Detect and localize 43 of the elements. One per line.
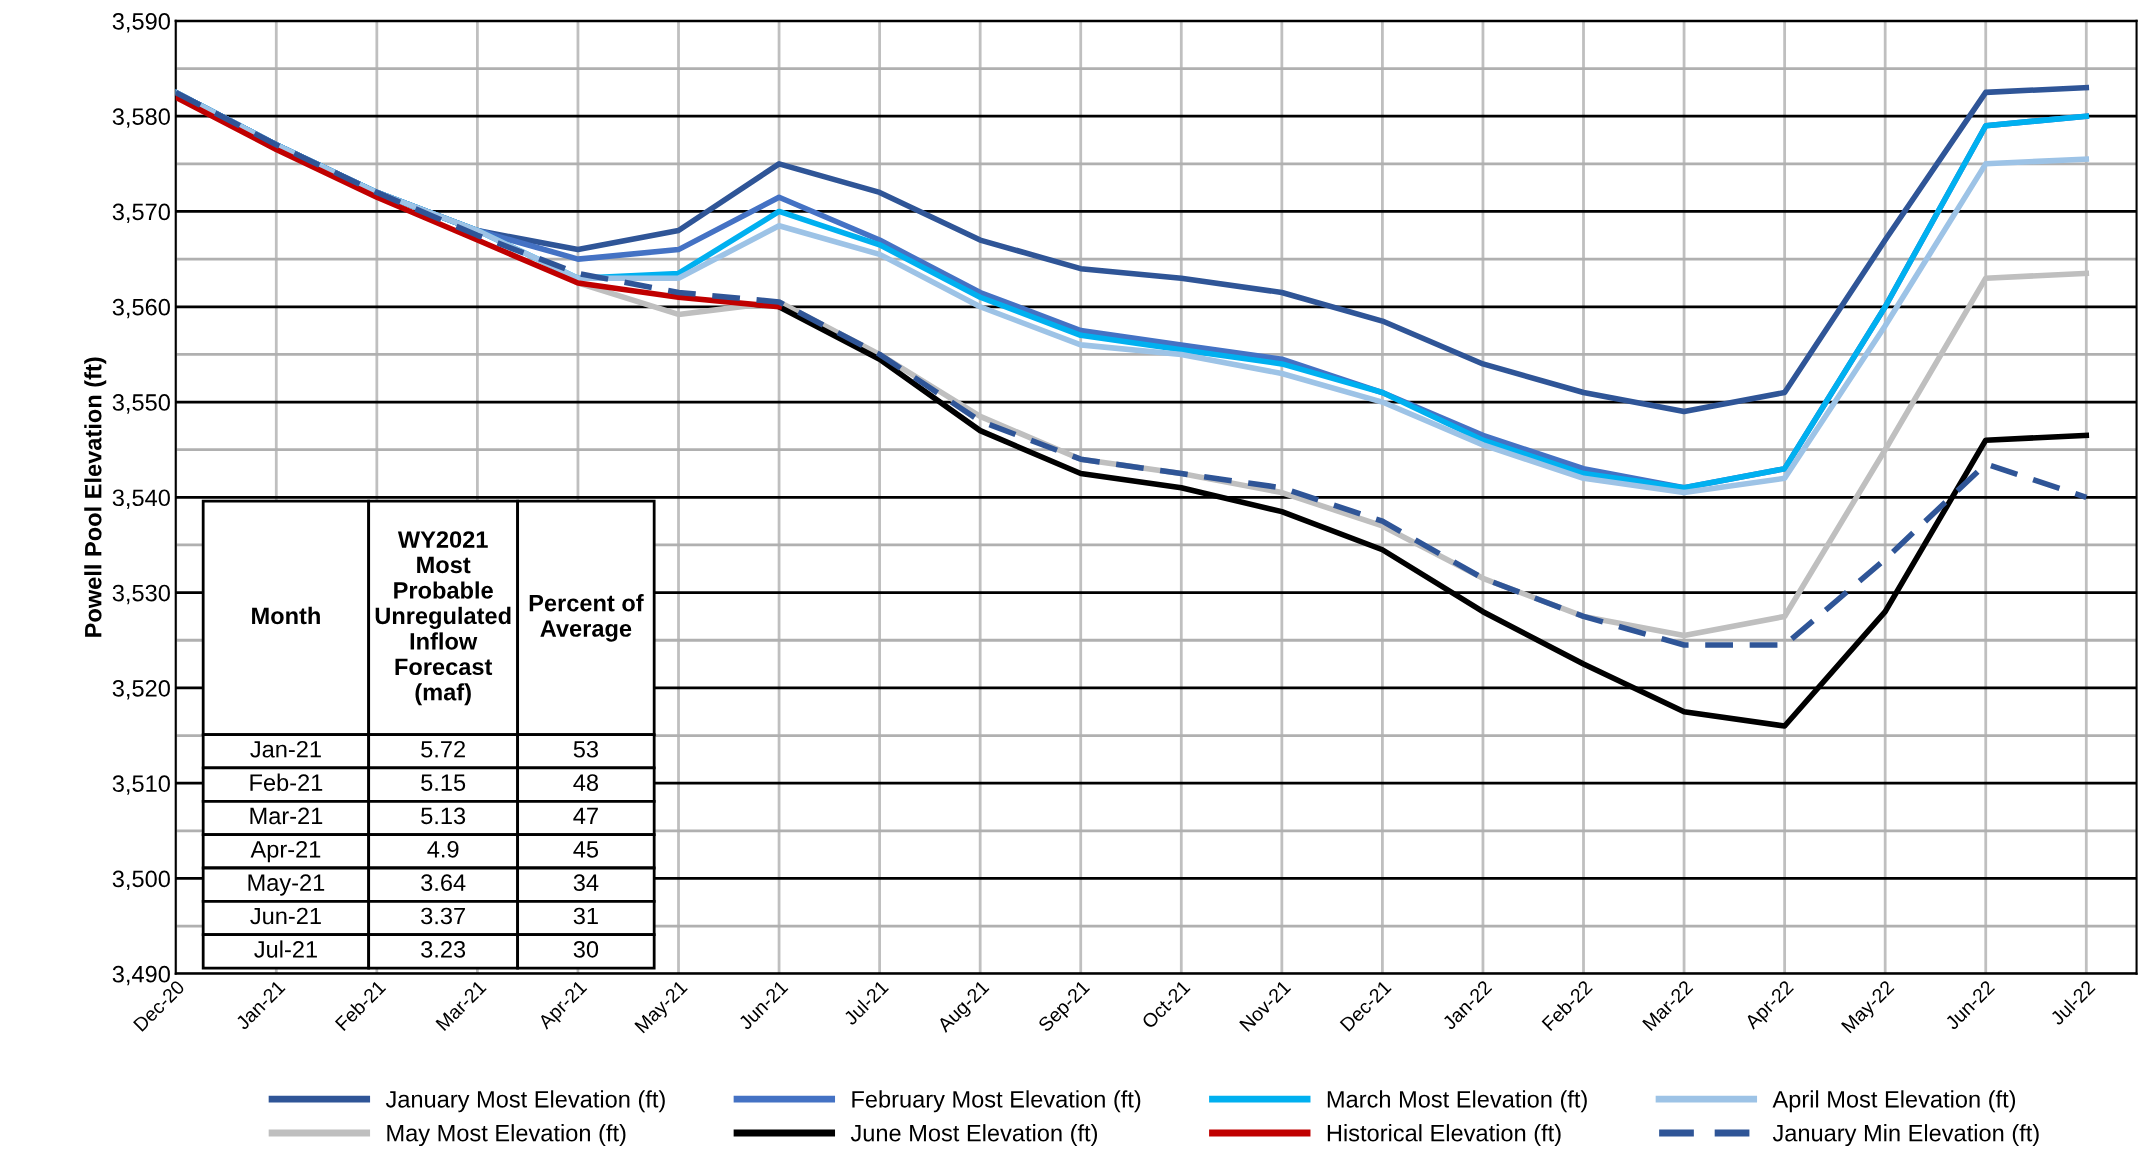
annotation: May-21: [248, 874, 325, 896]
annotation: 5.15: [421, 774, 466, 791]
y-tick-label: 3,530: [112, 584, 170, 605]
annotation: 5.72: [421, 740, 465, 758]
y-tick-label: 3,550: [112, 394, 170, 414]
y-tick-label: 3,500: [112, 870, 170, 891]
annotation: 45: [573, 841, 599, 858]
annotation: 48: [573, 774, 599, 791]
annotation: 3.23: [421, 940, 466, 958]
y-tick-label: 3,570: [112, 203, 170, 224]
annotation: 3.64: [421, 874, 466, 891]
legend-label: March Most Elevation (ft): [1327, 1090, 1587, 1113]
annotation: 47: [573, 807, 598, 825]
annotation: Jun-21: [250, 907, 321, 925]
legend-label: April Most Elevation (ft): [1772, 1090, 2016, 1113]
annotation: Month: [252, 606, 320, 625]
annotation: 5.13: [421, 807, 466, 825]
annotation: Feb-21: [250, 773, 323, 791]
annotation: 34: [573, 874, 599, 891]
annotation: 3.37: [421, 907, 465, 925]
annotation: 4.9: [427, 840, 459, 858]
y-tick-label: 3,540: [112, 489, 170, 509]
legend-label: June Most Elevation (ft): [850, 1124, 1097, 1147]
y-tick-label: 3,560: [112, 298, 170, 319]
legend-label: January Min Elevation (ft): [1772, 1124, 2039, 1147]
y-tick-label: 3,590: [112, 12, 170, 33]
y-tick-label: 3,510: [112, 775, 170, 795]
annotation: Apr-21: [250, 840, 321, 863]
annotation: 53: [573, 740, 598, 758]
annotation: 30: [573, 940, 599, 958]
legend-label: February Most Elevation (ft): [852, 1090, 1141, 1113]
annotation: WY2021 Most Probable Unregulated Inflow Forecast (maf): [375, 531, 511, 706]
y-tick-label: 3,580: [112, 108, 170, 128]
annotation: Percent of Average: [529, 594, 644, 642]
legend-label: Historical Elevation (ft): [1327, 1124, 1561, 1147]
annotation: 31: [573, 907, 598, 925]
y-tick-label: 3,520: [112, 679, 170, 700]
annotation: Jan-21: [250, 740, 321, 758]
annotation: Mar-21: [250, 807, 323, 825]
legend-label: May Most Elevation (ft): [387, 1124, 626, 1147]
y-axis-title: Powell Pool Elevation (ft): [84, 357, 107, 637]
annotation: Jul-21: [254, 940, 317, 958]
legend-label: January Most Elevation (ft): [385, 1090, 665, 1113]
